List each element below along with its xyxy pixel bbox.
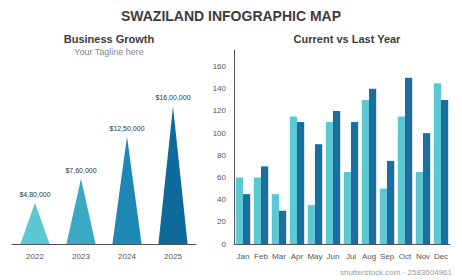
svg-text:Nov: Nov [416, 252, 430, 261]
svg-text:Current vs Last Year: Current vs Last Year [294, 33, 402, 45]
svg-text:100: 100 [213, 129, 227, 138]
svg-text:$12,50,000: $12,50,000 [109, 125, 144, 132]
svg-text:140: 140 [213, 84, 227, 93]
svg-text:Apr: Apr [291, 252, 304, 261]
svg-text:Jan: Jan [237, 252, 250, 261]
svg-text:May: May [307, 252, 322, 261]
svg-text:160: 160 [213, 62, 227, 71]
svg-text:120: 120 [213, 106, 227, 115]
svg-text:$7,60,000: $7,60,000 [65, 167, 96, 174]
svg-text:Sep: Sep [380, 252, 395, 261]
svg-text:2022: 2022 [26, 252, 44, 261]
svg-text:Jul: Jul [346, 252, 356, 261]
svg-text:Oct: Oct [399, 252, 412, 261]
svg-text:shutterstock.com · 2583604961: shutterstock.com · 2583604961 [340, 268, 453, 277]
svg-text:0: 0 [222, 240, 227, 249]
svg-text:Your Tagline here: Your Tagline here [74, 47, 144, 57]
svg-text:2025: 2025 [164, 252, 182, 261]
svg-text:Feb: Feb [254, 252, 268, 261]
svg-text:40: 40 [217, 195, 226, 204]
svg-text:80: 80 [217, 151, 226, 160]
svg-text:20: 20 [217, 217, 226, 226]
svg-text:2023: 2023 [72, 252, 90, 261]
svg-text:SWAZILAND INFOGRAPHIC MAP: SWAZILAND INFOGRAPHIC MAP [121, 8, 341, 24]
svg-text:60: 60 [217, 173, 226, 182]
svg-text:Aug: Aug [362, 252, 376, 261]
svg-text:$16,00,000: $16,00,000 [155, 94, 190, 101]
svg-text:Jun: Jun [327, 252, 340, 261]
svg-text:$4,80,000: $4,80,000 [19, 191, 50, 198]
svg-text:Mar: Mar [272, 252, 286, 261]
svg-text:2024: 2024 [118, 252, 136, 261]
svg-text:Business Growth: Business Growth [64, 33, 155, 45]
svg-text:Dec: Dec [434, 252, 448, 261]
